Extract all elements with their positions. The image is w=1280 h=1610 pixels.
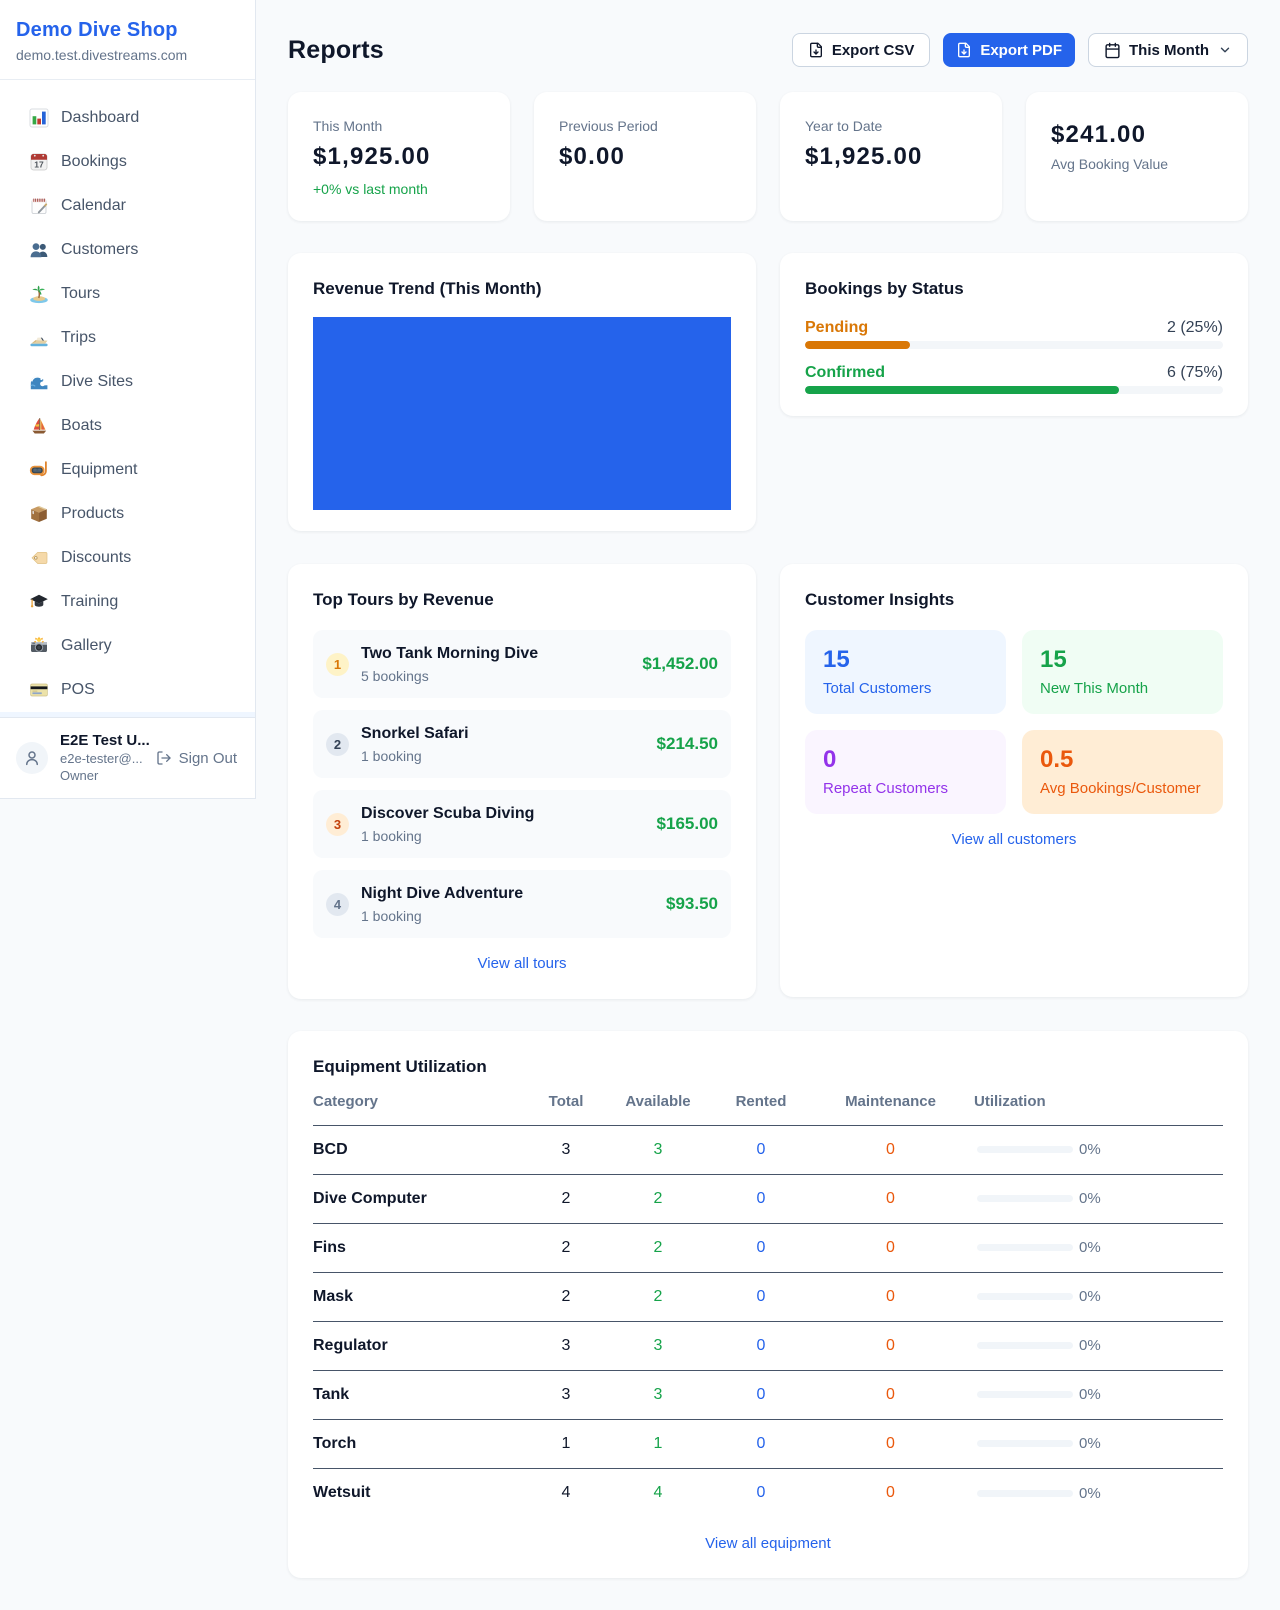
svg-text:17: 17 <box>34 160 44 170</box>
